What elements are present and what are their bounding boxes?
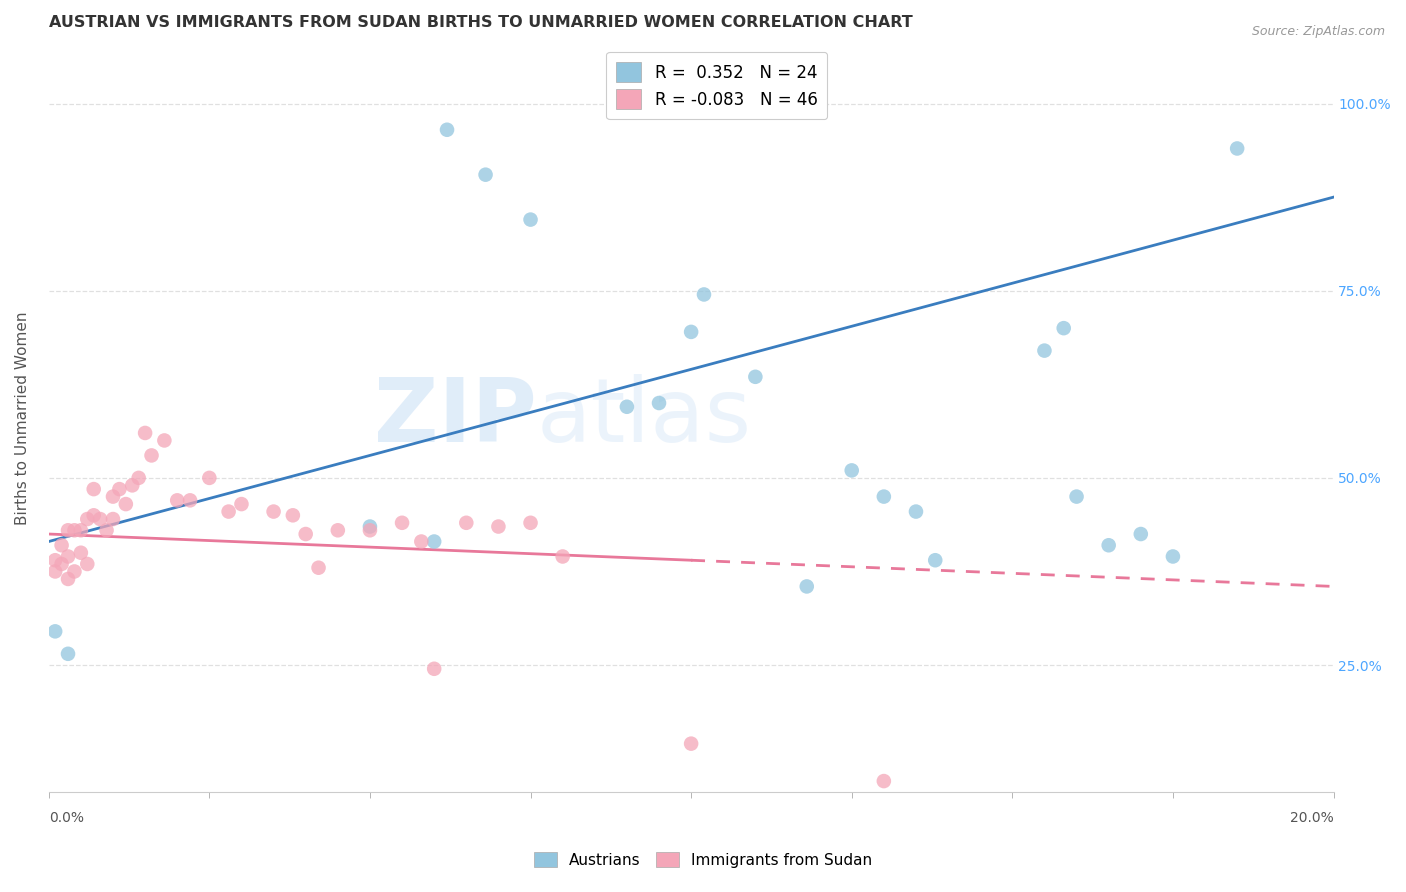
Point — [744, 369, 766, 384]
Point — [1161, 549, 1184, 564]
Point — [114, 497, 136, 511]
Point — [231, 497, 253, 511]
Point — [391, 516, 413, 530]
Point — [924, 553, 946, 567]
Point — [796, 579, 818, 593]
Legend: R =  0.352   N = 24, R = -0.083   N = 46: R = 0.352 N = 24, R = -0.083 N = 46 — [606, 52, 828, 120]
Legend: Austrians, Immigrants from Sudan: Austrians, Immigrants from Sudan — [527, 846, 879, 873]
Point — [1129, 527, 1152, 541]
Point — [153, 434, 176, 448]
Point — [166, 493, 188, 508]
Text: Source: ZipAtlas.com: Source: ZipAtlas.com — [1251, 25, 1385, 38]
Point — [1098, 538, 1121, 552]
Text: AUSTRIAN VS IMMIGRANTS FROM SUDAN BIRTHS TO UNMARRIED WOMEN CORRELATION CHART: AUSTRIAN VS IMMIGRANTS FROM SUDAN BIRTHS… — [49, 15, 912, 30]
Point — [873, 774, 896, 789]
Point — [198, 471, 221, 485]
Point — [141, 449, 163, 463]
Point — [96, 523, 118, 537]
Point — [1053, 321, 1076, 335]
Point — [551, 549, 574, 564]
Point — [134, 425, 156, 440]
Point — [616, 400, 638, 414]
Point — [423, 662, 446, 676]
Point — [44, 624, 66, 639]
Point — [411, 534, 433, 549]
Point — [1033, 343, 1056, 358]
Point — [308, 560, 330, 574]
Point — [128, 471, 150, 485]
Point — [281, 508, 304, 523]
Point — [56, 549, 79, 564]
Point — [648, 396, 671, 410]
Point — [294, 527, 316, 541]
Point — [56, 523, 79, 537]
Point — [83, 482, 105, 496]
Point — [44, 553, 66, 567]
Text: 20.0%: 20.0% — [1289, 811, 1333, 825]
Text: atlas: atlas — [537, 375, 752, 461]
Point — [519, 212, 541, 227]
Point — [873, 490, 896, 504]
Point — [359, 519, 381, 533]
Point — [904, 505, 927, 519]
Point — [70, 546, 93, 560]
Point — [1226, 141, 1249, 155]
Point — [56, 647, 79, 661]
Point — [263, 505, 285, 519]
Point — [1066, 490, 1088, 504]
Text: ZIP: ZIP — [374, 375, 537, 461]
Point — [681, 737, 703, 751]
Point — [423, 534, 446, 549]
Point — [359, 523, 381, 537]
Point — [101, 512, 124, 526]
Point — [63, 523, 86, 537]
Point — [51, 538, 73, 552]
Point — [83, 508, 105, 523]
Point — [436, 122, 458, 136]
Point — [474, 168, 496, 182]
Point — [70, 523, 93, 537]
Point — [51, 557, 73, 571]
Point — [101, 490, 124, 504]
Point — [486, 519, 509, 533]
Y-axis label: Births to Unmarried Women: Births to Unmarried Women — [15, 311, 30, 524]
Point — [76, 512, 98, 526]
Point — [56, 572, 79, 586]
Point — [76, 557, 98, 571]
Point — [63, 565, 86, 579]
Point — [519, 516, 541, 530]
Point — [218, 505, 240, 519]
Point — [681, 325, 703, 339]
Point — [456, 516, 478, 530]
Point — [693, 287, 716, 301]
Point — [326, 523, 349, 537]
Point — [841, 463, 863, 477]
Point — [121, 478, 143, 492]
Text: 0.0%: 0.0% — [49, 811, 84, 825]
Point — [179, 493, 201, 508]
Point — [108, 482, 131, 496]
Point — [89, 512, 111, 526]
Point — [44, 565, 66, 579]
